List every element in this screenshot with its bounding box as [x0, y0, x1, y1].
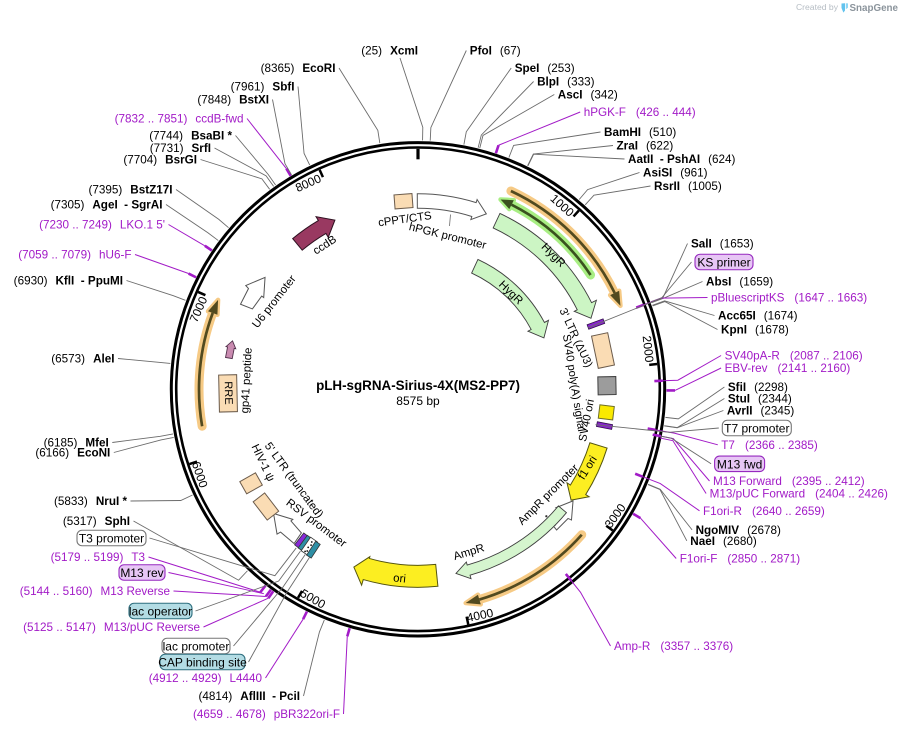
svg-text:F1ori-R(2640 .. 2659): F1ori-R(2640 .. 2659)	[703, 505, 825, 518]
svg-text:(6573)AleI: (6573)AleI	[51, 353, 114, 366]
svg-text:BamHI(510): BamHI(510)	[604, 126, 676, 139]
svg-text:Amp-R(3357 .. 3376): Amp-R(3357 .. 3376)	[614, 640, 733, 653]
svg-text:(4912 .. 4929)L4440: (4912 .. 4929)L4440	[149, 672, 263, 685]
svg-text:F1ori-F(2850 .. 2871): F1ori-F(2850 .. 2871)	[680, 553, 801, 566]
svg-text:8575 bp: 8575 bp	[396, 394, 440, 408]
svg-text:(7832 .. 7851)ccdB-fwd: (7832 .. 7851)ccdB-fwd	[115, 113, 244, 126]
svg-text:ori: ori	[393, 572, 407, 585]
svg-text:KS primer: KS primer	[697, 256, 750, 270]
svg-text:lac operator: lac operator	[129, 605, 192, 619]
svg-text:EBV-rev(2141 .. 2160): EBV-rev(2141 .. 2160)	[725, 362, 851, 375]
svg-text:CAP binding site: CAP binding site	[158, 656, 247, 670]
svg-text:(7305)AgeI - SgrAI: (7305)AgeI - SgrAI	[51, 199, 163, 212]
svg-text:lac promoter: lac promoter	[163, 640, 230, 654]
svg-text:(5179 .. 5199)T3: (5179 .. 5199)T3	[51, 551, 145, 564]
svg-text:pLH-sgRNA-Sirius-4X(MS2-PP7): pLH-sgRNA-Sirius-4X(MS2-PP7)	[316, 378, 520, 393]
svg-text:RRE: RRE	[222, 381, 234, 404]
svg-text:(7395)BstZ17I: (7395)BstZ17I	[88, 184, 172, 197]
svg-text:(7059 .. 7079)hU6-F: (7059 .. 7079)hU6-F	[18, 249, 131, 262]
svg-text:(7230 .. 7249)LKO.1 5': (7230 .. 7249)LKO.1 5'	[39, 219, 165, 232]
svg-text:(6930)KflI - PpuMI: (6930)KflI - PpuMI	[14, 275, 123, 288]
svg-text:M13 fwd: M13 fwd	[717, 457, 762, 471]
svg-text:SnapGene: SnapGene	[850, 3, 898, 14]
svg-text:(5125 .. 5147)M13/pUC Reverse: (5125 .. 5147)M13/pUC Reverse	[23, 621, 200, 634]
svg-text:KpnI(1678): KpnI(1678)	[721, 324, 789, 337]
svg-text:T7 promoter: T7 promoter	[724, 422, 789, 436]
svg-text:AvrII(2345): AvrII(2345)	[727, 405, 794, 418]
svg-text:(7961)SbfI: (7961)SbfI	[231, 81, 295, 94]
svg-text:(7744)BsaBI *: (7744)BsaBI *	[149, 130, 232, 143]
svg-text:M13 rev: M13 rev	[120, 566, 163, 580]
svg-text:Created by: Created by	[796, 2, 839, 12]
svg-text:(4814)AflIII - PciI: (4814)AflIII - PciI	[198, 690, 300, 703]
svg-text:M13/pUC Forward(2404 .. 2426): M13/pUC Forward(2404 .. 2426)	[710, 488, 888, 501]
svg-text:(25)XcmI: (25)XcmI	[361, 45, 418, 58]
svg-text:hPGK-F(426 .. 444): hPGK-F(426 .. 444)	[584, 106, 696, 119]
svg-text:AbsI(1659): AbsI(1659)	[706, 276, 773, 289]
svg-text:(5317)SphI: (5317)SphI	[63, 515, 130, 528]
svg-text:AatII - PshAI(624): AatII - PshAI(624)	[628, 153, 735, 166]
svg-text:SV40pA-R(2087 .. 2106): SV40pA-R(2087 .. 2106)	[725, 350, 863, 363]
svg-text:2000: 2000	[640, 335, 657, 363]
svg-text:NaeI(2680): NaeI(2680)	[690, 535, 757, 548]
svg-text:RsrII(1005): RsrII(1005)	[654, 180, 722, 193]
svg-text:T3 promoter: T3 promoter	[79, 532, 144, 546]
svg-text:SalI(1653): SalI(1653)	[691, 238, 754, 251]
